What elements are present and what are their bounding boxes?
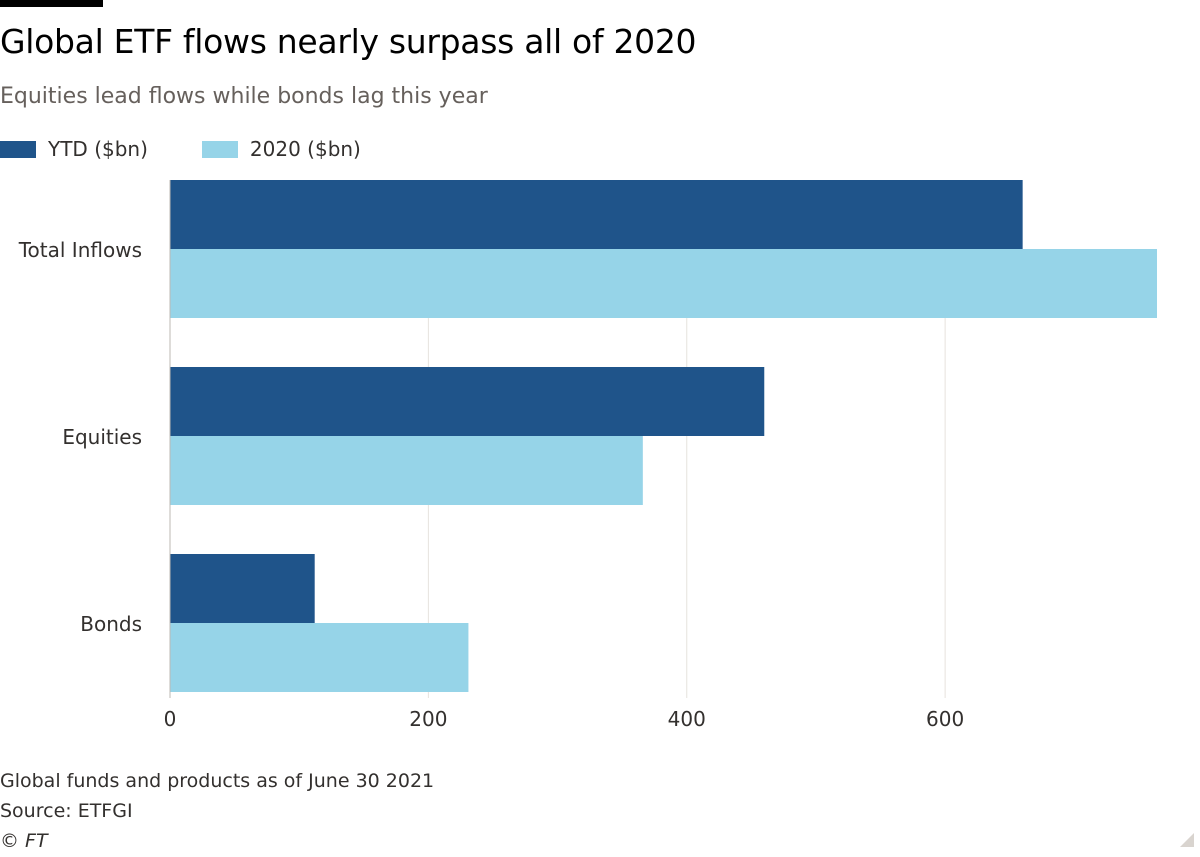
source-note: Source: ETFGI bbox=[0, 800, 133, 822]
category-label-bonds: Bonds bbox=[80, 612, 142, 636]
bar-2020-bonds bbox=[170, 623, 469, 692]
bar-ytd-bonds bbox=[170, 554, 315, 623]
category-label-equities: Equities bbox=[62, 425, 142, 449]
x-tick-label-0: 0 bbox=[164, 707, 177, 731]
legend-label-ytd: YTD ($bn) bbox=[48, 137, 148, 161]
chart-title: Global ETF flows nearly surpass all of 2… bbox=[0, 22, 697, 61]
legend-swatch-ytd bbox=[0, 140, 36, 158]
legend-item-2020: 2020 ($bn) bbox=[201, 137, 361, 161]
bar-chart: Total Inflows Equities Bonds 0 200 400 600 bbox=[18, 180, 1157, 731]
legend-label-2020: 2020 ($bn) bbox=[249, 137, 361, 161]
bar-2020-equities bbox=[170, 436, 643, 505]
legend-swatch-2020 bbox=[201, 140, 238, 158]
top-rule bbox=[0, 0, 103, 7]
x-tick-label-200: 200 bbox=[409, 707, 447, 731]
copyright: © FT bbox=[0, 830, 48, 852]
x-tick-label-600: 600 bbox=[926, 707, 964, 731]
footnote: Global funds and products as of June 30 … bbox=[0, 770, 435, 792]
legend-item-ytd: YTD ($bn) bbox=[0, 137, 148, 161]
chart-subtitle: Equities lead flows while bonds lag this… bbox=[0, 84, 488, 109]
category-label-total-inflows: Total Inflows bbox=[18, 238, 142, 262]
bar-2020-total-inflows bbox=[170, 249, 1157, 318]
legend: YTD ($bn) 2020 ($bn) bbox=[0, 136, 415, 162]
bar-ytd-total-inflows bbox=[170, 180, 1023, 249]
x-tick-label-400: 400 bbox=[668, 707, 706, 731]
corner-mark bbox=[1180, 833, 1194, 847]
bar-ytd-equities bbox=[170, 367, 765, 436]
